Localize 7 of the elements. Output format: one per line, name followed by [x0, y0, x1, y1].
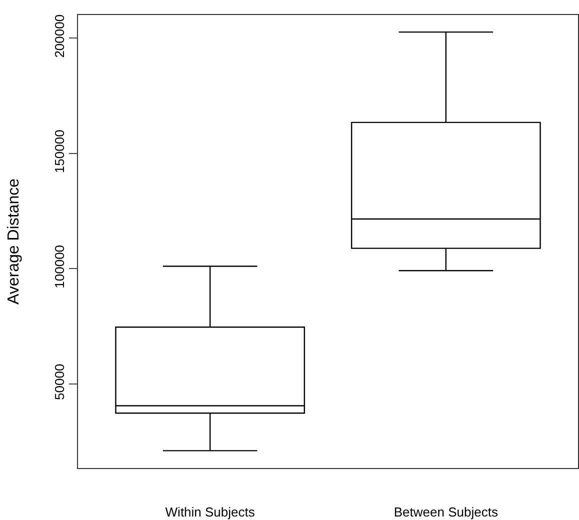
y-tick-label: 200000	[52, 14, 67, 58]
y-tick-label: 150000	[52, 130, 67, 174]
x-tick-label: Between Subjects	[394, 504, 498, 520]
x-tick-label: Within Subjects	[165, 504, 256, 520]
y-tick-label: 50000	[52, 364, 67, 400]
y-axis-title: Average Distance	[6, 178, 23, 304]
y-tick-label: 100000	[52, 244, 67, 288]
